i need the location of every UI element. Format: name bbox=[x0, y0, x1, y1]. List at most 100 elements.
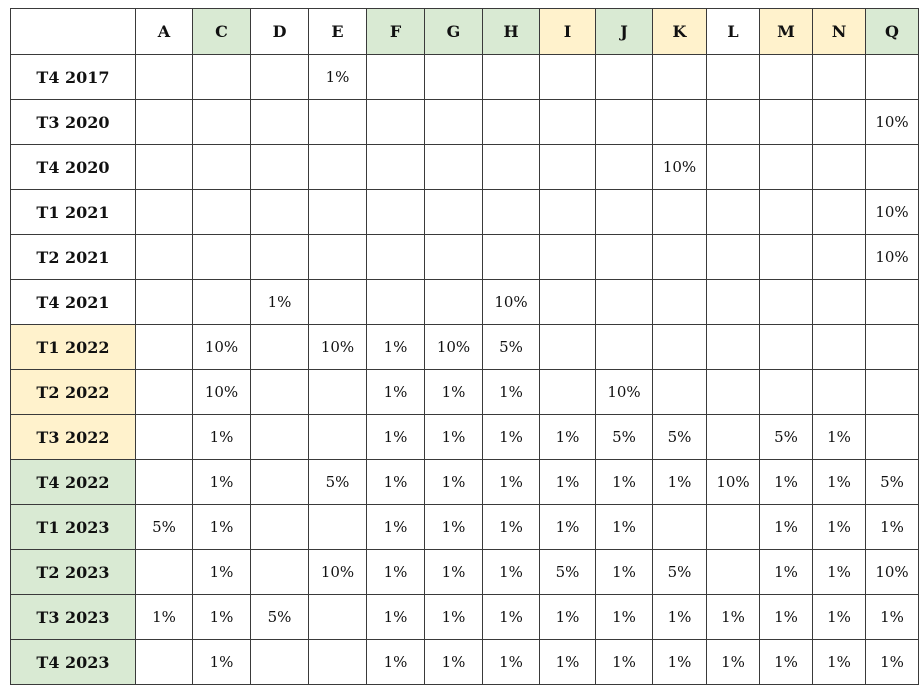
value-cell: 1% bbox=[539, 504, 596, 550]
value-cell bbox=[759, 234, 813, 280]
value-cell bbox=[865, 324, 919, 370]
column-header-c: C bbox=[192, 8, 251, 55]
row-label: T3 2023 bbox=[10, 594, 136, 640]
value-cell bbox=[135, 99, 193, 145]
table-row: T4 2020 10% bbox=[10, 144, 919, 190]
value-cell bbox=[250, 459, 309, 505]
column-header-m: M bbox=[759, 8, 813, 55]
value-cell bbox=[652, 99, 707, 145]
value-cell: 1% bbox=[482, 504, 540, 550]
value-cell bbox=[812, 324, 866, 370]
value-cell bbox=[759, 279, 813, 325]
value-cell: 10% bbox=[865, 99, 919, 145]
value-cell: 1% bbox=[366, 549, 425, 595]
value-cell bbox=[308, 414, 367, 460]
value-cell: 1% bbox=[865, 639, 919, 685]
value-cell bbox=[595, 99, 653, 145]
value-cell bbox=[706, 369, 760, 415]
value-cell: 1% bbox=[812, 504, 866, 550]
value-cell bbox=[482, 54, 540, 100]
value-cell: 1% bbox=[759, 504, 813, 550]
value-cell bbox=[595, 54, 653, 100]
value-cell bbox=[706, 504, 760, 550]
value-cell bbox=[250, 189, 309, 235]
value-cell: 1% bbox=[812, 639, 866, 685]
column-header-k: K bbox=[652, 8, 707, 55]
value-cell: 1% bbox=[812, 459, 866, 505]
value-cell bbox=[366, 189, 425, 235]
value-cell bbox=[706, 189, 760, 235]
row-label: T3 2022 bbox=[10, 414, 136, 460]
value-cell: 1% bbox=[759, 459, 813, 505]
value-cell bbox=[706, 99, 760, 145]
value-cell bbox=[250, 54, 309, 100]
value-cell: 5% bbox=[595, 414, 653, 460]
value-cell bbox=[652, 54, 707, 100]
value-cell: 1% bbox=[539, 639, 596, 685]
value-cell: 5% bbox=[539, 549, 596, 595]
value-cell bbox=[250, 549, 309, 595]
value-cell: 1% bbox=[308, 54, 367, 100]
value-cell: 10% bbox=[595, 369, 653, 415]
value-cell: 1% bbox=[595, 594, 653, 640]
value-cell: 1% bbox=[192, 594, 251, 640]
value-cell bbox=[759, 324, 813, 370]
value-cell bbox=[308, 639, 367, 685]
value-cell: 1% bbox=[539, 594, 596, 640]
value-cell: 5% bbox=[865, 459, 919, 505]
value-cell bbox=[424, 189, 483, 235]
value-cell: 5% bbox=[652, 549, 707, 595]
value-cell bbox=[424, 144, 483, 190]
value-cell bbox=[812, 279, 866, 325]
value-cell: 1% bbox=[595, 549, 653, 595]
value-cell: 1% bbox=[482, 459, 540, 505]
table-row: T2 2021 10% bbox=[10, 234, 919, 280]
value-cell bbox=[482, 189, 540, 235]
value-cell bbox=[759, 144, 813, 190]
value-cell: 5% bbox=[652, 414, 707, 460]
column-header-g: G bbox=[424, 8, 483, 55]
value-cell: 1% bbox=[192, 639, 251, 685]
value-cell bbox=[865, 414, 919, 460]
value-cell: 1% bbox=[424, 504, 483, 550]
table-row: T4 2022 1% 5% 1% 1% 1% 1% 1% 1% 10% 1% 1% 5% bbox=[10, 459, 919, 505]
value-cell bbox=[595, 279, 653, 325]
table-row: T3 2022 1% 1% 1% 1% 1% 5% 5% 5% 1% bbox=[10, 414, 919, 460]
value-cell bbox=[706, 234, 760, 280]
value-cell bbox=[595, 144, 653, 190]
value-cell: 10% bbox=[865, 189, 919, 235]
value-cell bbox=[250, 414, 309, 460]
value-cell bbox=[366, 279, 425, 325]
value-cell bbox=[135, 459, 193, 505]
value-cell: 10% bbox=[865, 549, 919, 595]
value-cell: 1% bbox=[250, 279, 309, 325]
value-cell bbox=[595, 234, 653, 280]
value-cell bbox=[192, 99, 251, 145]
value-cell bbox=[759, 54, 813, 100]
value-cell: 1% bbox=[366, 504, 425, 550]
value-cell bbox=[865, 54, 919, 100]
value-cell bbox=[308, 279, 367, 325]
value-cell bbox=[135, 189, 193, 235]
value-cell: 1% bbox=[135, 594, 193, 640]
value-cell bbox=[539, 324, 596, 370]
row-label: T2 2022 bbox=[10, 369, 136, 415]
corner-cell bbox=[10, 8, 136, 55]
table-row: T2 2023 1% 10% 1% 1% 1% 5% 1% 5% 1% 1% 10% bbox=[10, 549, 919, 595]
value-cell: 1% bbox=[424, 549, 483, 595]
value-cell bbox=[135, 324, 193, 370]
value-cell: 1% bbox=[706, 594, 760, 640]
table-row: T4 2023 1% 1% 1% 1% 1% 1% 1% 1% 1% 1% 1% bbox=[10, 639, 919, 685]
value-cell: 10% bbox=[652, 144, 707, 190]
value-cell: 1% bbox=[424, 594, 483, 640]
value-cell bbox=[424, 234, 483, 280]
value-cell: 1% bbox=[706, 639, 760, 685]
value-cell: 1% bbox=[192, 459, 251, 505]
row-label: T1 2022 bbox=[10, 324, 136, 370]
value-cell bbox=[706, 549, 760, 595]
value-cell bbox=[539, 234, 596, 280]
value-cell bbox=[424, 99, 483, 145]
value-cell bbox=[308, 369, 367, 415]
value-cell: 1% bbox=[812, 549, 866, 595]
